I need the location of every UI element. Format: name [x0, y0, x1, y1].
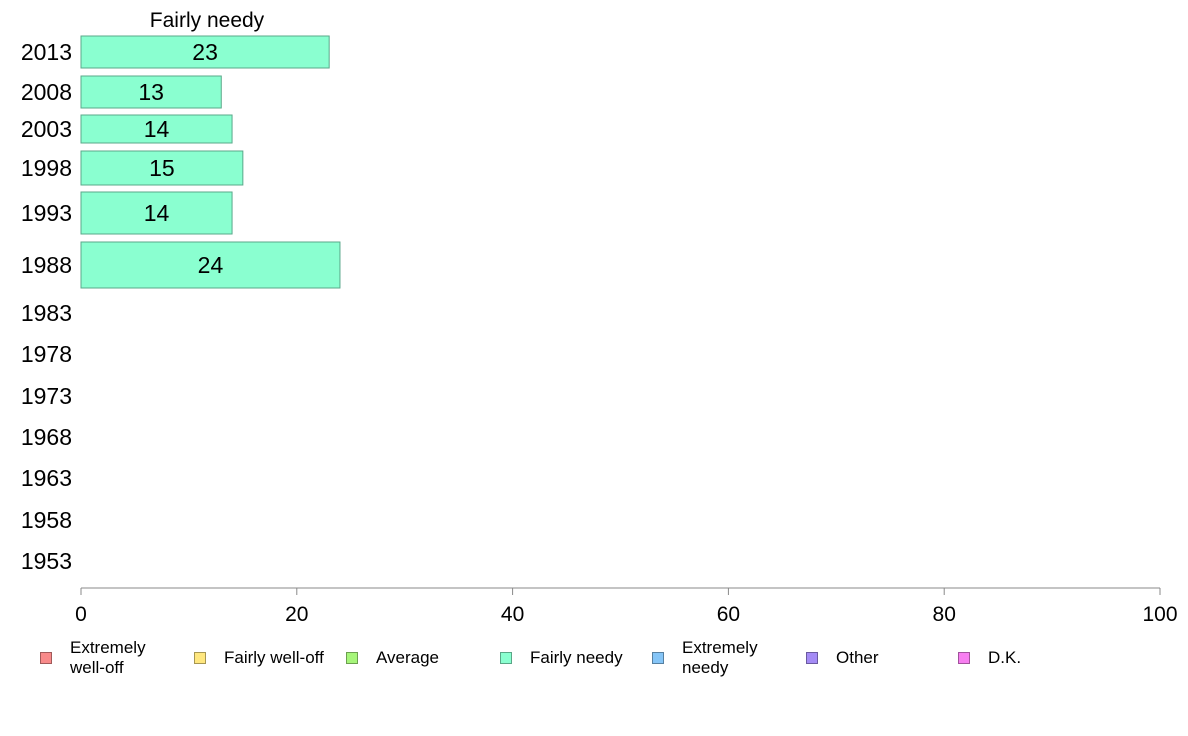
legend-item: Extremely well-off: [40, 636, 146, 680]
legend-label: Extremely needy: [682, 638, 758, 677]
y-tick-label: 1993: [21, 200, 72, 226]
legend-label: Fairly well-off: [224, 648, 324, 667]
bar-value-label: 14: [144, 200, 170, 226]
y-tick-label: 2008: [21, 79, 72, 105]
legend-item: Fairly well-off: [194, 636, 324, 680]
chart-title: Fairly needy: [150, 9, 265, 32]
bar: [80, 241, 341, 289]
y-tick-label: 1953: [21, 548, 72, 574]
bar-value-label: 15: [149, 155, 175, 181]
y-tick-label: 1973: [21, 383, 72, 409]
legend-item: Extremely needy: [652, 636, 758, 680]
x-tick-label: 60: [717, 603, 740, 626]
legend-label: Fairly needy: [530, 648, 623, 667]
bar-chart: Fairly needy 23 13 14 15 14 24 2013 2008 2003 19…: [21, 9, 1178, 626]
legend-swatch: [806, 652, 818, 664]
x-tick-label: 40: [501, 603, 524, 626]
bar: [80, 114, 233, 144]
legend-swatch: [500, 652, 512, 664]
x-tick-label: 80: [933, 603, 956, 626]
x-tick-label: 0: [75, 603, 87, 626]
y-tick-label: 2003: [21, 116, 72, 142]
legend-label: Average: [376, 648, 440, 667]
bar: [80, 191, 233, 235]
bar-value-label: 23: [192, 39, 218, 65]
legend-swatch: [40, 652, 52, 664]
bar-value-label: 14: [144, 116, 170, 142]
legend-item: Other: [806, 636, 879, 680]
y-tick-label: 1968: [21, 424, 72, 450]
y-tick-label: 1963: [21, 465, 72, 491]
y-tick-labels: 2013 2008 2003 1998 1993 1988 1983 1978 1973 1968…: [21, 39, 72, 574]
y-tick-label: 2013: [21, 39, 72, 65]
legend-label: D.K.: [988, 648, 1022, 667]
x-tick-label: 100: [1142, 603, 1177, 626]
bars-group: 23 13 14 15 14 24: [80, 35, 341, 289]
legend-label: Other: [836, 648, 879, 667]
x-axis: 0 20 40 60 80 100: [75, 587, 1178, 626]
y-tick-label: 1983: [21, 300, 72, 326]
y-tick-label: 1978: [21, 341, 72, 367]
y-tick-label: 1988: [21, 252, 72, 278]
legend-item: Average: [346, 636, 439, 680]
bar: [80, 75, 222, 109]
bar: [80, 150, 244, 186]
bar: [80, 35, 330, 69]
y-tick-label: 1958: [21, 507, 72, 533]
legend-swatch: [346, 652, 358, 664]
legend-swatch: [958, 652, 970, 664]
legend-label: Extremely well-off: [70, 638, 146, 677]
legend-item: D.K.: [958, 636, 1021, 680]
legend-item: Fairly needy: [500, 636, 623, 680]
bar-value-label: 24: [198, 252, 224, 278]
legend: Extremely well-off Fairly well-off Average…: [0, 636, 1188, 686]
legend-swatch: [652, 652, 664, 664]
bar-value-label: 13: [138, 79, 164, 105]
legend-swatch: [194, 652, 206, 664]
y-tick-label: 1998: [21, 155, 72, 181]
x-tick-label: 20: [285, 603, 308, 626]
